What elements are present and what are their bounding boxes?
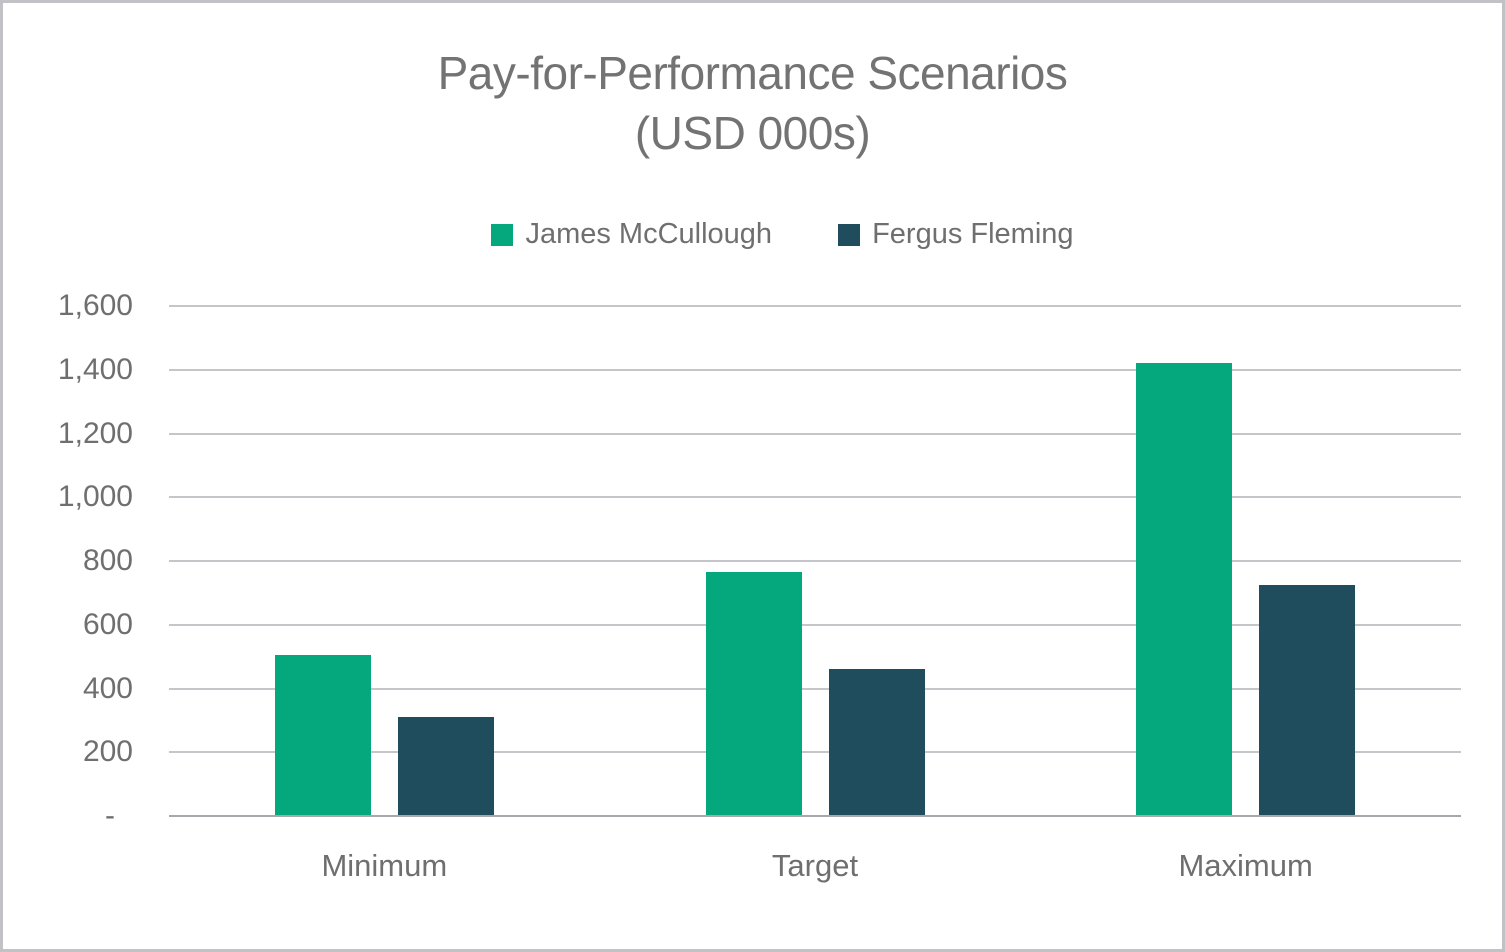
gridline-400	[169, 687, 1461, 690]
y-axis-tick-labels: - 200 400 600 800 1,000 1,200 1,400 1,600	[23, 290, 133, 832]
legend-label-fergus-fleming: Fergus Fleming	[872, 218, 1074, 250]
y-tick-label-1200: 1,200	[57, 416, 133, 450]
legend-label-james-mccullough: James McCullough	[525, 218, 773, 250]
bar-maximum-fergus-fleming	[1259, 584, 1356, 816]
chart-title-line2: (USD 000s)	[634, 107, 871, 159]
gridline-0	[169, 815, 1461, 817]
bar-target-james-mccullough	[705, 572, 802, 816]
y-tick-label-1600: 1,600	[57, 289, 133, 322]
legend-swatch-fergus-fleming-icon	[838, 223, 861, 246]
chart-title-line1: Pay-for-Performance Scenarios	[437, 47, 1068, 99]
y-tick-label-400: 400	[82, 671, 133, 705]
plot-area	[169, 305, 1461, 817]
y-tick-label-1400: 1,400	[57, 352, 133, 386]
chart-legend: James McCullough Fergus Fleming	[33, 218, 1502, 251]
y-tick-label-0: -	[105, 799, 115, 832]
gridline-1600	[169, 305, 1461, 307]
legend-swatch-james-mccullough-icon	[491, 223, 514, 246]
bar-minimum-fergus-fleming	[397, 717, 494, 816]
gridline-1200	[169, 432, 1461, 435]
legend-item-fergus-fleming: Fergus Fleming	[838, 218, 1074, 251]
y-tick-label-800: 800	[82, 544, 133, 577]
legend-item-james-mccullough: James McCullough	[491, 218, 772, 251]
gridline-1400	[169, 368, 1461, 371]
y-tick-label-200: 200	[82, 735, 133, 769]
x-category-label-minimum: Minimum	[321, 848, 448, 883]
gridline-800	[169, 560, 1461, 562]
bar-minimum-james-mccullough	[274, 655, 371, 816]
gridline-1000	[169, 496, 1461, 499]
gridline-200	[169, 751, 1461, 754]
y-tick-label-1000: 1,000	[57, 480, 133, 514]
bar-target-fergus-fleming	[828, 669, 925, 816]
x-axis-category-labels: Minimum Target Maximum	[169, 844, 1461, 888]
gridline-600	[169, 623, 1461, 626]
bar-maximum-james-mccullough	[1136, 363, 1233, 816]
y-tick-label-600: 600	[82, 607, 133, 641]
x-category-label-maximum: Maximum	[1178, 848, 1313, 883]
chart-title: Pay-for-Performance Scenarios (USD 000s)	[3, 43, 1502, 163]
x-category-label-target: Target	[771, 848, 859, 883]
